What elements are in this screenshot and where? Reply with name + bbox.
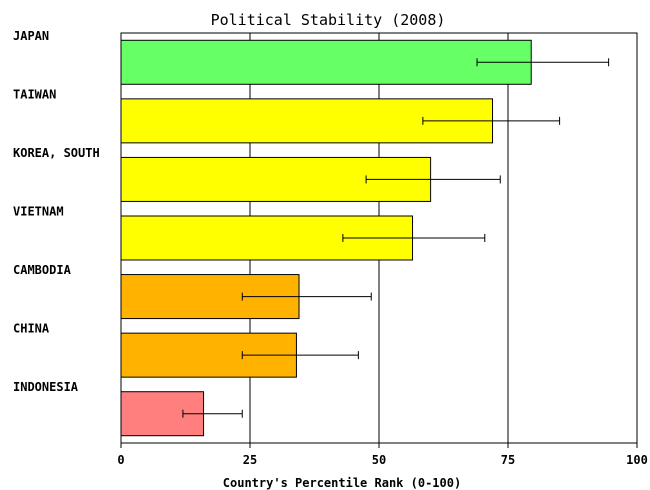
- bar-japan: [120, 39, 532, 85]
- error-bars: [182, 58, 610, 418]
- chart-title: Political Stability (2008): [211, 11, 446, 29]
- category-labels: JAPAN TAIWAN KOREA, SOUTH VIETNAM CAMBODIA CH…: [13, 29, 100, 394]
- x-tick-label-25: 25: [243, 453, 257, 467]
- category-label-vietnam: VIETNAM: [13, 205, 64, 219]
- x-axis-title: Country's Percentile Rank (0-100): [223, 476, 461, 490]
- x-tick-label-75: 75: [501, 453, 515, 467]
- category-label-korea-south: KOREA, SOUTH: [13, 146, 100, 160]
- x-axis-ticks: 0 25 50 75 100: [117, 443, 648, 467]
- x-tick-label-100: 100: [626, 453, 648, 467]
- category-label-japan: JAPAN: [13, 29, 49, 43]
- category-label-taiwan: TAIWAN: [13, 87, 56, 101]
- category-label-china: CHINA: [13, 322, 50, 336]
- category-label-cambodia: CAMBODIA: [13, 263, 72, 277]
- category-label-indonesia: INDONESIA: [13, 380, 79, 394]
- x-tick-label-50: 50: [372, 453, 386, 467]
- x-tick-label-0: 0: [117, 453, 124, 467]
